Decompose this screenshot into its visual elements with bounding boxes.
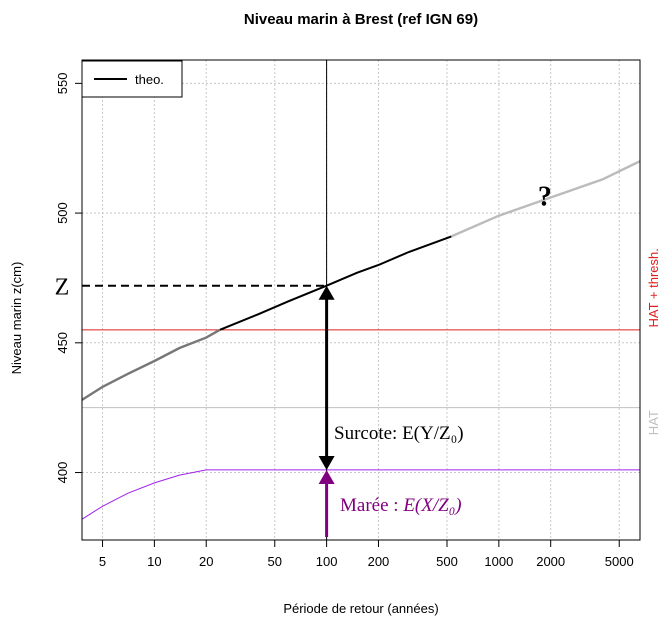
x-axis: 5 10 20 50 100 200 500 1000 2000 5000 <box>99 540 634 569</box>
surcote-arrowhead-up <box>318 285 335 300</box>
x-axis-label: Période de retour (années) <box>283 601 438 616</box>
legend: theo. <box>81 60 183 98</box>
y-tick-label: 450 <box>55 332 70 354</box>
y-tick-label: 550 <box>55 72 70 94</box>
y-tick-label: 400 <box>55 462 70 484</box>
maree-label-formula: E(X/Z₀) <box>402 495 461 516</box>
x-tick-label: 5 <box>99 554 106 569</box>
x-tick-label: 10 <box>147 554 161 569</box>
series-line <box>81 469 640 520</box>
z-label: Z <box>55 275 70 301</box>
y-axis: 400 450 500 550 <box>55 72 82 483</box>
reference-label-hat: HAT <box>646 410 661 435</box>
x-tick-label: 2000 <box>536 554 565 569</box>
plot-frame <box>81 59 641 541</box>
x-tick-label: 100 <box>316 554 338 569</box>
x-tick-label: 200 <box>368 554 390 569</box>
x-tick-label: 50 <box>268 554 282 569</box>
annotations: Z? Surcote: E(Y/Z₀) Marée : E(X/Z₀) <box>55 60 552 540</box>
y-axis-label: Niveau marin z(cm) <box>9 262 24 375</box>
legend-label-theo: theo. <box>135 72 164 87</box>
series-line <box>450 160 641 238</box>
maree-label: Marée : E(X/Z₀) <box>340 495 462 516</box>
y-tick-label: 500 <box>55 202 70 224</box>
x-tick-label: 20 <box>199 554 213 569</box>
maree-arrowhead-up <box>318 469 335 484</box>
question-mark: ? <box>538 181 552 212</box>
reference-label-hat-thresh: HAT + thresh. <box>646 248 661 327</box>
surcote-arrowhead-down <box>318 455 335 470</box>
grid <box>82 60 640 540</box>
x-tick-label: 500 <box>436 554 458 569</box>
series-line <box>81 328 221 401</box>
chart-title: Niveau marin à Brest (ref IGN 69) <box>244 11 478 28</box>
maree-label-text: Marée : <box>340 495 403 516</box>
series-lines <box>81 160 641 520</box>
surcote-label: Surcote: E(Y/Z₀) <box>334 423 464 444</box>
x-tick-label: 5000 <box>605 554 634 569</box>
x-tick-label: 1000 <box>484 554 513 569</box>
series-line <box>219 235 452 331</box>
reference-lines: HAT + thresh. HAT <box>82 248 661 435</box>
